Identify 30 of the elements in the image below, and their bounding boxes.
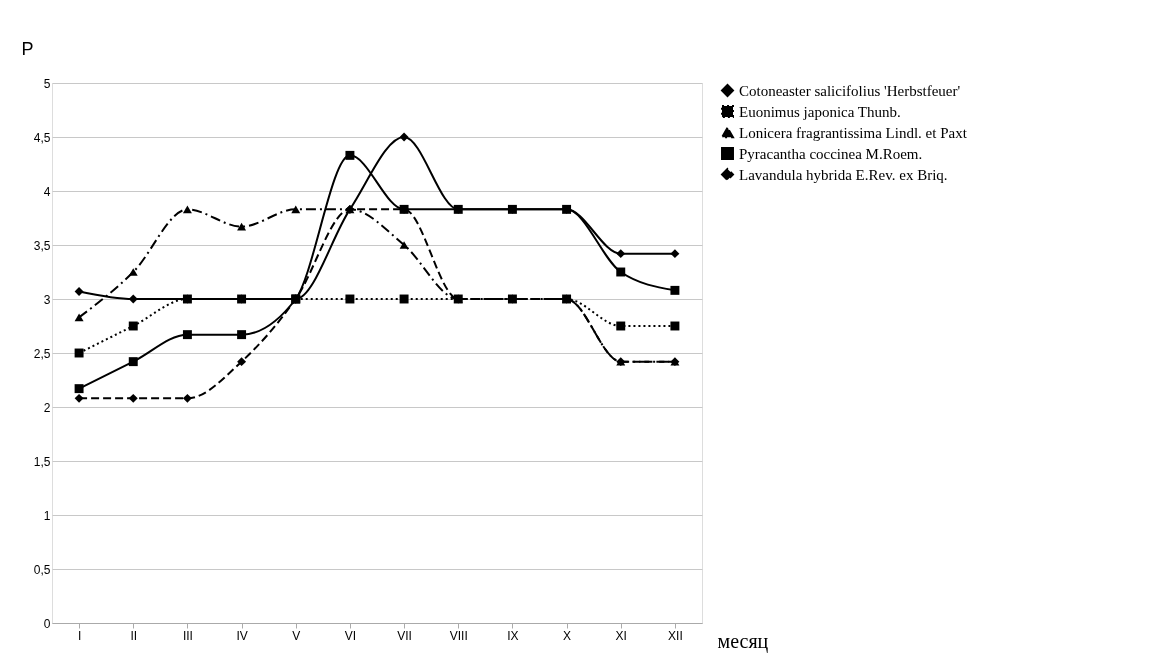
y-tick-label: 3 (43, 292, 51, 307)
legend-label: Cotoneaster salicifolius 'Herbstfeuer' (739, 82, 961, 99)
y-tick-label: 2,5 (33, 346, 51, 361)
x-tick-label: X (563, 628, 572, 643)
y-tick-label: 4,5 (33, 130, 51, 145)
y-tick-label: 1,5 (33, 454, 51, 469)
x-tick-label: III (182, 628, 193, 643)
y-tick-label: 1 (43, 508, 51, 523)
y-axis-title: P (21, 38, 34, 59)
y-tick-label: 4 (43, 184, 51, 199)
y-tick-label: 3,5 (33, 238, 51, 253)
x-tick-label: V (292, 628, 301, 643)
legend-label: Pyracantha coccinea M.Roem. (739, 145, 923, 162)
y-tick-label: 0,5 (33, 562, 51, 577)
legend-label: Lavandula hybrida E.Rev. ex Briq. (739, 166, 948, 183)
x-tick-label: IX (507, 628, 519, 643)
x-tick-label: VI (344, 628, 357, 643)
y-tick-label: 0 (43, 616, 51, 631)
x-tick-label: XI (615, 628, 627, 643)
x-tick-label: I (77, 628, 82, 643)
x-tick-label: VIII (449, 628, 468, 643)
y-tick-label: 5 (43, 76, 51, 91)
x-axis-title: месяц (717, 629, 769, 653)
y-tick-label: 2 (43, 400, 51, 415)
x-tick-label: VII (397, 628, 412, 643)
x-tick-label: XII (668, 628, 683, 643)
legend-label: Lonicera fragrantissima Lindl. et Paxt (739, 124, 968, 141)
legend-label: Euonimus japonica Thunb. (739, 103, 901, 120)
x-tick-label: II (130, 628, 138, 643)
x-tick-label: IV (236, 628, 248, 643)
